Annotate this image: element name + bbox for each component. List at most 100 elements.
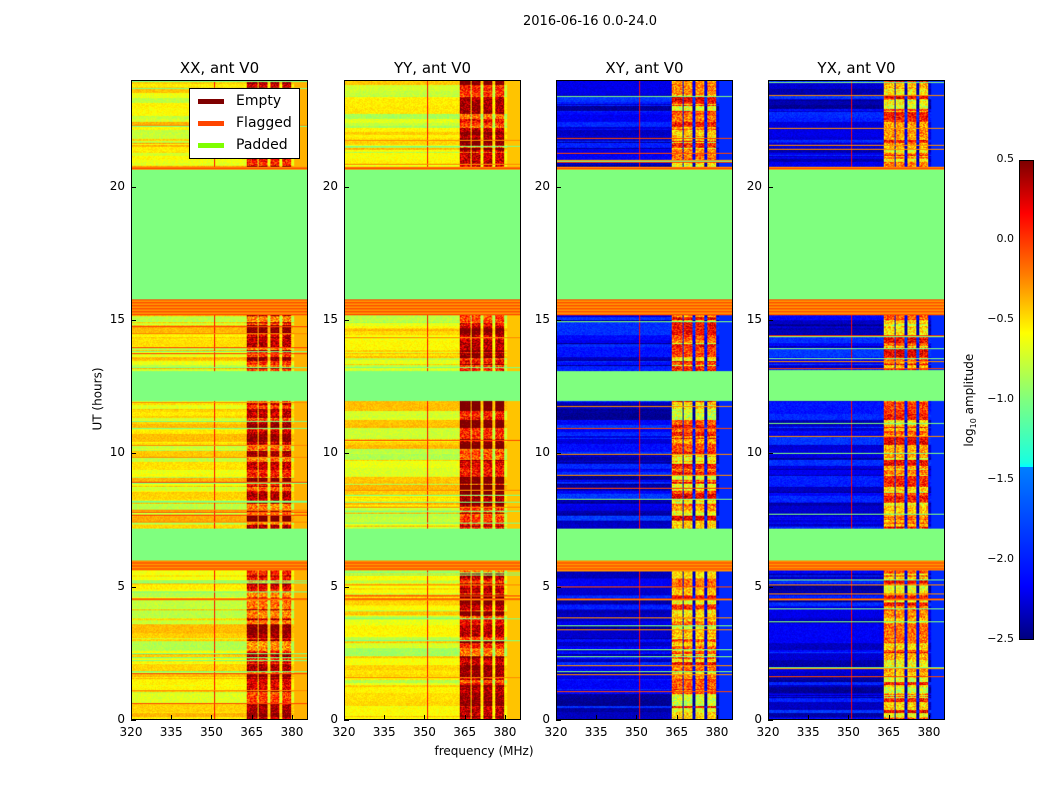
y-tick-label: 10: [109, 445, 125, 460]
y-tick-label: 0: [754, 712, 762, 726]
x-tick: [556, 715, 557, 720]
y-tick-label: 10: [746, 445, 762, 460]
legend-swatch-padded: [198, 142, 224, 148]
x-tick-label: 365: [665, 725, 689, 739]
y-tick-label: 0: [542, 712, 550, 726]
heatmap-panel-xx: [131, 80, 308, 720]
x-tick: [424, 715, 426, 720]
x-tick: [848, 715, 850, 720]
legend: Empty Flagged Padded: [189, 88, 300, 159]
x-tick: [888, 715, 890, 720]
x-tick: [768, 715, 769, 720]
y-tick-label: 5: [117, 578, 125, 593]
x-tick-label: 320: [756, 725, 780, 739]
legend-item-flagged: Flagged: [198, 112, 292, 134]
legend-label-padded: Padded: [236, 137, 288, 153]
y-tick: [131, 586, 136, 588]
heatmap-panel-xy: [556, 80, 733, 720]
x-tick-label: 335: [159, 725, 183, 739]
y-tick: [556, 720, 561, 721]
y-tick: [344, 453, 349, 455]
y-tick: [556, 320, 561, 321]
heatmap-image: [769, 81, 944, 719]
y-tick: [556, 186, 561, 188]
x-tick-label: 380: [493, 725, 517, 739]
x-tick: [596, 715, 598, 720]
x-tick: [504, 715, 506, 720]
x-tick: [636, 715, 638, 720]
x-tick-label: 350: [837, 725, 860, 739]
x-tick-label: 380: [280, 725, 304, 739]
x-tick: [676, 715, 678, 720]
x-tick: [251, 715, 253, 720]
y-tick-label: 5: [754, 578, 762, 593]
heatmap-image: [557, 81, 732, 719]
legend-item-empty: Empty: [198, 90, 281, 112]
heatmap-image: [132, 81, 307, 719]
colorbar-tick-label: 0.0: [996, 232, 1015, 245]
panel-title: XY, ant V0: [605, 59, 684, 77]
y-tick: [344, 320, 349, 321]
x-tick-label: 380: [705, 725, 729, 739]
y-tick-label: 15: [322, 312, 338, 326]
colorbar-tick-label: −2.0: [987, 552, 1014, 565]
colorbar-tick-label: −2.5: [987, 632, 1014, 645]
x-tick: [384, 715, 386, 720]
y-tick: [556, 453, 561, 455]
y-tick: [131, 720, 136, 721]
x-tick-label: 320: [544, 725, 568, 739]
x-tick-label: 350: [413, 725, 436, 739]
y-tick-label: 20: [534, 178, 550, 193]
x-tick-label: 320: [332, 725, 356, 739]
y-tick-label: 10: [322, 445, 338, 460]
y-tick-label: 20: [109, 178, 125, 193]
panel-title: YY, ant V0: [393, 59, 471, 77]
y-tick-label: 20: [746, 178, 762, 193]
colorbar: [1019, 160, 1034, 640]
y-tick: [344, 186, 349, 188]
y-tick-label: 15: [746, 312, 762, 326]
y-tick: [768, 186, 773, 188]
y-tick: [768, 720, 773, 721]
legend-label-empty: Empty: [236, 93, 282, 109]
y-tick-label: 0: [330, 712, 338, 726]
y-tick: [768, 320, 773, 321]
heatmap-panel-yx: [768, 80, 945, 720]
x-tick: [344, 715, 345, 720]
y-axis-label: UT (hours): [90, 367, 105, 431]
y-tick: [131, 453, 136, 455]
x-tick-label: 365: [877, 725, 901, 739]
x-axis-label: frequency (MHz): [434, 744, 534, 758]
x-tick: [291, 715, 293, 720]
y-tick-label: 20: [322, 178, 338, 193]
x-tick-label: 350: [200, 725, 223, 739]
legend-item-padded: Padded: [198, 134, 288, 156]
colorbar-label-sub: 10: [969, 418, 979, 429]
panel-title: XX, ant V0: [179, 59, 260, 77]
legend-swatch-empty: [198, 98, 224, 104]
heatmap-panel-yy: [344, 80, 521, 720]
y-tick: [556, 586, 561, 588]
colorbar-tick-label: −1.5: [987, 472, 1014, 485]
x-tick-label: 380: [917, 725, 941, 739]
x-tick: [171, 715, 173, 720]
colorbar-tick-label: 0.5: [996, 152, 1015, 165]
y-tick-label: 0: [117, 712, 125, 726]
x-tick-label: 335: [372, 725, 396, 739]
y-tick: [768, 586, 773, 588]
colorbar-label-rest: amplitude: [961, 353, 976, 419]
y-tick-label: 5: [542, 578, 550, 593]
x-tick: [808, 715, 810, 720]
x-tick: [131, 715, 132, 720]
x-tick-label: 320: [119, 725, 143, 739]
heatmap-image: [345, 81, 520, 719]
x-tick: [464, 715, 466, 720]
x-tick: [928, 715, 930, 720]
figure-suptitle: 2016-06-16 0.0-24.0: [523, 14, 657, 29]
y-tick: [131, 186, 136, 188]
x-tick-label: 365: [453, 725, 477, 739]
x-tick-label: 335: [584, 725, 608, 739]
y-tick: [344, 586, 349, 588]
y-tick: [131, 320, 136, 321]
